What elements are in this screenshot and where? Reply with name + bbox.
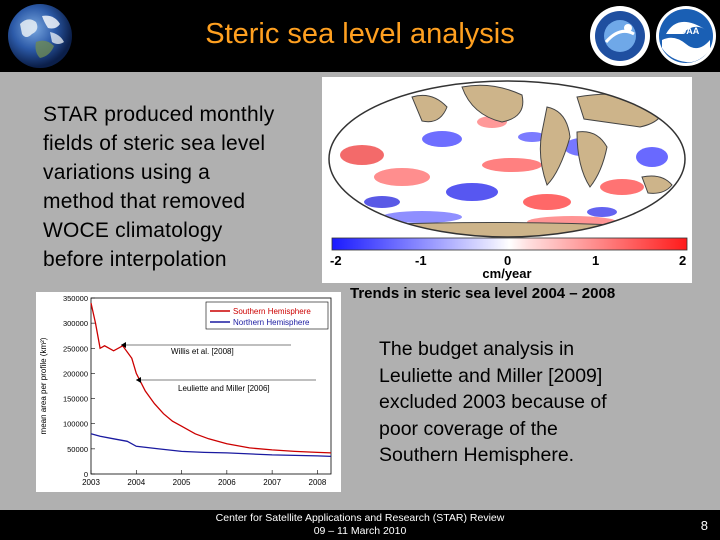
right-text-line: excluded 2003 because of [379, 391, 607, 413]
colorbar-tick: 2 [679, 253, 686, 268]
y-tick-label: 0 [84, 470, 88, 479]
annotation-willis: Willis et al. [2008] [171, 347, 234, 356]
slide-title: Steric sea level analysis [205, 18, 515, 50]
left-text-block: STAR produced monthly fields of steric s… [43, 100, 333, 274]
svg-text:NOAA: NOAA [673, 26, 700, 36]
footer-line: Center for Satellite Applications and Re… [215, 512, 505, 524]
legend-label-southern: Southern Hemisphere [233, 307, 311, 316]
series-line-southern [90, 302, 332, 454]
series-line-northern [90, 433, 332, 458]
map-ocean [329, 81, 685, 237]
chart-svg: 0 50000 100000 150000 200000 250000 300000 3500… [39, 294, 332, 487]
page-number: 8 [700, 518, 708, 533]
x-tick-label: 2005 [173, 478, 191, 487]
y-axis-label: mean area per profile (km²) [39, 337, 48, 434]
x-tick-label: 2006 [218, 478, 236, 487]
y-tick-label: 50000 [67, 445, 88, 454]
annotation-leuliette: Leuliette and Miller [2006] [178, 384, 270, 393]
legend-label-northern: Northern Hemisphere [233, 318, 310, 327]
left-text-line: STAR produced monthly [43, 103, 275, 126]
right-text-line: Southern Hemisphere. [379, 444, 575, 466]
colorbar-tick: 0 [504, 253, 511, 268]
right-text-line: Leuliette and Miller [2009] [379, 364, 603, 387]
slide-footer: Center for Satellite Applications and Re… [0, 510, 720, 540]
footer-text: Center for Satellite Applications and Re… [180, 512, 540, 538]
y-tick-label: 150000 [63, 395, 88, 404]
colorbar-tick: 1 [592, 253, 599, 268]
steric-trend-map: -2 -1 0 1 2 cm/year [322, 77, 692, 283]
right-text-block: The budget analysis in Leuliette and Mil… [379, 336, 679, 469]
slide-header: Steric sea level analysis NOAA [0, 0, 720, 72]
colorbar-unit: cm/year [482, 266, 531, 281]
legend-box [205, 301, 329, 330]
right-text-line: The budget analysis in [379, 338, 575, 360]
colorbar-tick: -1 [415, 253, 427, 268]
y-tick-label: 200000 [63, 369, 88, 378]
left-text-line: method that removed [43, 190, 246, 213]
left-text-line: WOCE climatology [43, 219, 223, 242]
map-outline [328, 80, 686, 238]
x-tick-label: 2008 [309, 478, 327, 487]
earth-globe-icon [8, 4, 72, 68]
y-tick-label: 300000 [63, 319, 88, 328]
colorbar [331, 237, 688, 251]
profile-area-chart: 0 50000 100000 150000 200000 250000 300000 3500… [36, 292, 341, 492]
left-text-line: fields of steric sea level [43, 132, 266, 155]
y-tick-label: 100000 [63, 420, 88, 429]
left-text-line: variations using a [43, 161, 211, 184]
x-tick-label: 2003 [82, 478, 100, 487]
noaa-logo-icon: NOAA [656, 6, 716, 66]
nesdis-logo-icon [590, 6, 650, 66]
map-caption: Trends in steric sea level 2004 – 2008 [350, 285, 616, 302]
x-tick-label: 2007 [263, 478, 281, 487]
y-tick-label: 350000 [63, 294, 88, 303]
y-tick-label: 250000 [63, 344, 88, 353]
arrowhead-icon [136, 377, 141, 383]
map-figure: -2 -1 0 1 2 cm/year [328, 80, 688, 281]
arrowhead-icon [121, 342, 126, 348]
x-tick-label: 2004 [127, 478, 145, 487]
right-text-line: poor coverage of the [379, 417, 558, 440]
left-text-line: before interpolation [43, 248, 227, 271]
footer-line: 09 – 11 March 2010 [313, 525, 407, 537]
colorbar-tick: -2 [330, 253, 342, 268]
